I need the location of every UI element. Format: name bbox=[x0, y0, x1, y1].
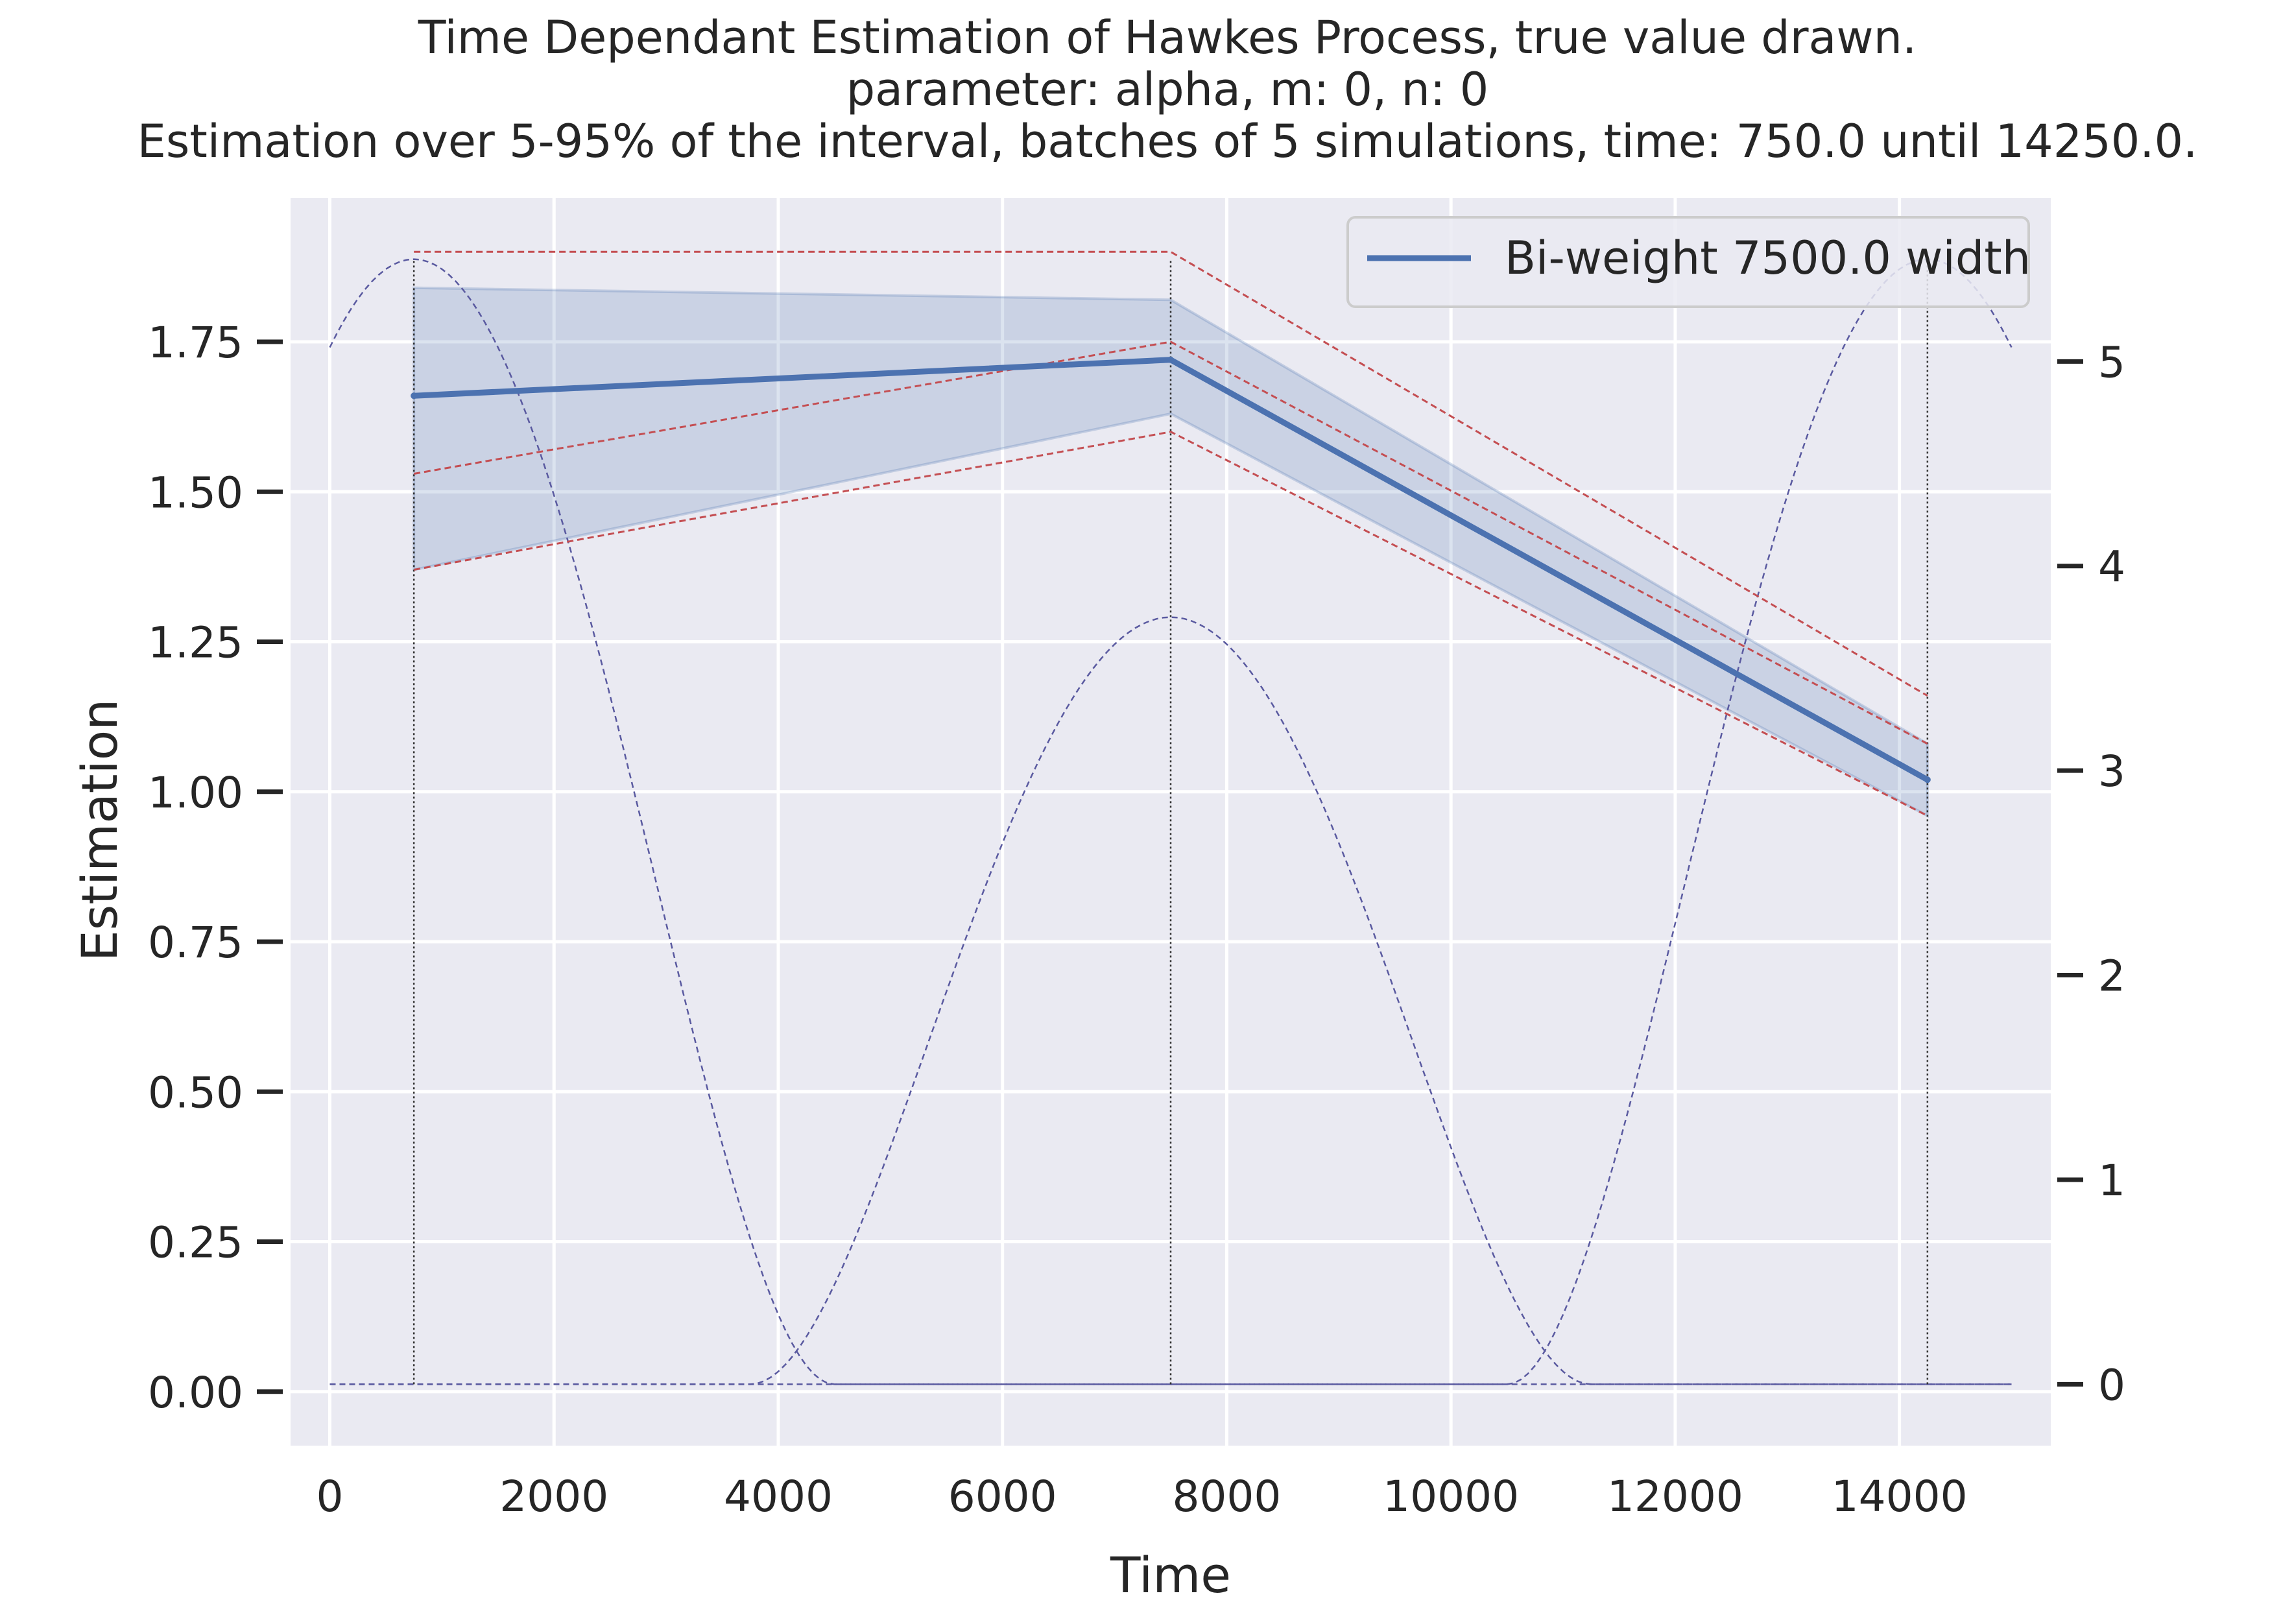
y-tick-label: 1.00 bbox=[148, 768, 243, 818]
x-ticks: 0 2000 4000 6000 8000 10000 12000 14000 bbox=[317, 1472, 1968, 1522]
x-tick-label: 2000 bbox=[499, 1472, 608, 1522]
x-tick-label: 6000 bbox=[948, 1472, 1057, 1522]
legend-box bbox=[1346, 216, 2030, 308]
legend: Bi-weight 7500.0 width bbox=[1346, 216, 2031, 308]
y2-ticks: 0 1 2 3 4 5 bbox=[2057, 337, 2125, 1410]
y-tick-label: 0.00 bbox=[148, 1368, 243, 1418]
series-point bbox=[1167, 356, 1174, 363]
x-tick-label: 14000 bbox=[1832, 1472, 1968, 1522]
series-point bbox=[411, 392, 418, 400]
vertical-marker-layer bbox=[412, 259, 1929, 1385]
x-axis-label: Time bbox=[1110, 1546, 1231, 1604]
y-axis-label: Estimation bbox=[71, 699, 128, 962]
y2-tick-label: 5 bbox=[2098, 337, 2125, 387]
x-tick-label: 12000 bbox=[1607, 1472, 1743, 1522]
series-layer bbox=[411, 356, 1931, 783]
chart-title-line-1: Time Dependant Estimation of Hawkes Proc… bbox=[418, 11, 1917, 64]
y2-tick-label: 0 bbox=[2098, 1360, 2125, 1410]
y-tick-label: 1.50 bbox=[148, 468, 243, 518]
y-tick-label: 0.25 bbox=[148, 1218, 243, 1268]
chart-title-line-3: Estimation over 5-95% of the interval, b… bbox=[137, 115, 2198, 168]
y-tick-label: 1.25 bbox=[148, 618, 243, 668]
y2-tick-label: 1 bbox=[2098, 1156, 2125, 1206]
kernel-curve bbox=[329, 258, 2012, 1385]
true-value-line bbox=[413, 340, 1928, 745]
y-tick-label: 1.75 bbox=[148, 318, 243, 368]
x-tick-label: 10000 bbox=[1383, 1472, 1519, 1522]
kernel-curve-layer bbox=[329, 258, 2013, 1385]
y2-tick-label: 4 bbox=[2098, 542, 2125, 592]
true-value-line bbox=[413, 431, 1928, 817]
y-ticks: 0.00 0.25 0.50 0.75 1.00 1.25 1.50 1.75 bbox=[148, 318, 283, 1418]
y2-tick-label: 3 bbox=[2098, 746, 2125, 796]
chart-title: Time Dependant Estimation of Hawkes Proc… bbox=[137, 11, 2198, 168]
true-value-layer bbox=[413, 250, 1928, 817]
y-tick-label: 0.50 bbox=[148, 1068, 243, 1117]
x-tick-label: 8000 bbox=[1172, 1472, 1281, 1522]
series-point bbox=[1924, 776, 1931, 783]
y-tick-label: 0.75 bbox=[148, 918, 243, 968]
legend-label: Bi-weight 7500.0 width bbox=[1505, 232, 2031, 285]
chart-title-line-2: parameter: alpha, m: 0, n: 0 bbox=[846, 63, 1489, 116]
x-tick-label: 0 bbox=[317, 1472, 344, 1522]
x-tick-label: 4000 bbox=[724, 1472, 833, 1522]
y2-tick-label: 2 bbox=[2098, 951, 2125, 1001]
true-value-line bbox=[414, 250, 1928, 697]
kernel-curve bbox=[329, 258, 2013, 1385]
